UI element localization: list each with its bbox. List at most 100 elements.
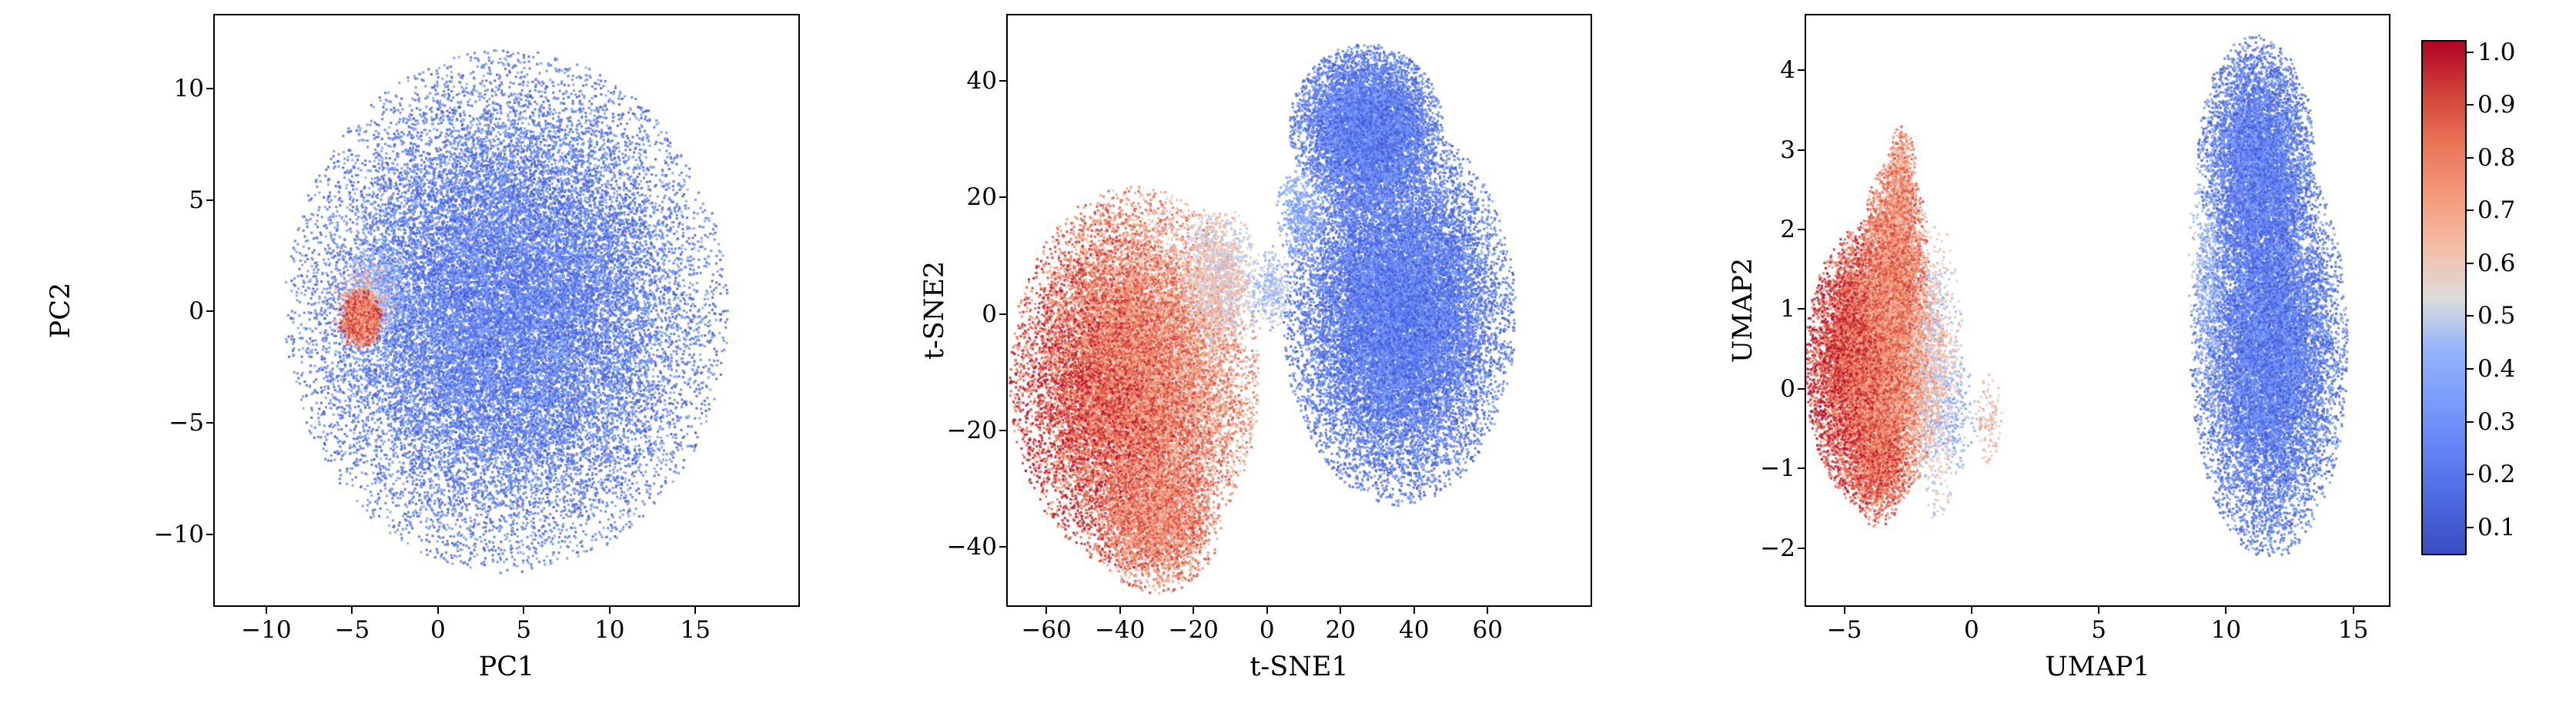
x-tick	[2352, 607, 2354, 614]
colorbar-tick-label: 0.6	[2477, 249, 2516, 277]
x-tick-label: 5	[516, 616, 532, 644]
pca-x-axis-label: PC1	[478, 652, 535, 682]
y-tick-label: 4	[1780, 56, 1795, 85]
y-tick-label: −5	[169, 408, 204, 437]
x-tick-label: 20	[1325, 616, 1356, 644]
y-tick-label: −20	[946, 416, 997, 444]
x-tick-label: 15	[680, 616, 711, 644]
colorbar-tick-label: 0.2	[2477, 461, 2516, 489]
x-tick	[1843, 607, 1845, 614]
y-tick	[1798, 308, 1805, 310]
x-tick-label: 10	[594, 616, 625, 644]
colorbar-tick	[2467, 315, 2474, 317]
colorbar-tick-label: 0.1	[2477, 513, 2516, 541]
y-tick	[206, 421, 213, 424]
colorbar-tick	[2467, 104, 2474, 106]
colorbar-gradient	[2423, 42, 2465, 554]
y-tick-label: −10	[153, 520, 204, 548]
y-tick	[1798, 547, 1805, 549]
y-tick	[206, 533, 213, 535]
y-tick	[206, 199, 213, 201]
x-tick	[1193, 607, 1195, 614]
x-tick-label: −5	[1826, 616, 1862, 644]
x-tick	[2098, 607, 2100, 614]
y-tick-label: 20	[966, 183, 997, 212]
y-tick	[1798, 229, 1805, 231]
y-tick-label: 10	[173, 75, 204, 103]
y-tick	[999, 546, 1006, 548]
y-tick-label: −40	[946, 533, 997, 561]
y-tick	[999, 196, 1006, 199]
y-tick	[1798, 69, 1805, 72]
y-tick	[206, 88, 213, 90]
x-tick-label: −10	[241, 616, 292, 644]
colorbar-tick	[2467, 262, 2474, 264]
colorbar-tick	[2467, 368, 2474, 370]
x-tick-label: 0	[430, 616, 446, 644]
x-tick-label: 5	[2091, 616, 2106, 644]
y-tick-label: 0	[1780, 374, 1795, 403]
x-tick	[351, 607, 353, 614]
x-tick	[265, 607, 267, 614]
umap-x-axis-label: UMAP1	[2045, 652, 2150, 682]
x-tick	[1413, 607, 1415, 614]
x-tick-label: 10	[2210, 616, 2242, 644]
colorbar-tick-label: 0.3	[2477, 407, 2516, 436]
x-tick-label: −5	[334, 616, 370, 644]
x-tick-label: 40	[1399, 616, 1430, 644]
x-tick-label: 15	[2337, 616, 2369, 644]
colorbar-tick	[2467, 209, 2474, 212]
x-tick	[1045, 607, 1048, 614]
tsne-scatter-canvas	[1008, 15, 1591, 605]
colorbar-tick-label: 0.5	[2477, 302, 2516, 330]
colorbar-tick-label: 0.8	[2477, 143, 2516, 172]
umap-plot: UMAP1 UMAP2 −5 0 5 10 15 −2 −1 0 1 2 3 4	[1728, 14, 2390, 682]
x-tick	[1970, 607, 1972, 614]
umap-scatter-canvas	[1806, 15, 2389, 605]
y-tick-label: 40	[966, 66, 997, 95]
y-tick-label: 0	[982, 300, 997, 328]
pca-scatter-canvas	[215, 15, 798, 605]
pca-plot: PC1 PC2 −10 −5 0 5 10 15 −10 −5 0 5 10	[45, 14, 800, 682]
y-tick-label: 1	[1780, 295, 1795, 323]
tsne-x-axis-label: t-SNE1	[1250, 652, 1349, 682]
colorbar-tick-label: 0.4	[2477, 355, 2516, 384]
y-tick-label: 0	[189, 297, 204, 326]
colorbar-tick	[2467, 526, 2474, 528]
x-tick	[2225, 607, 2227, 614]
y-tick	[1798, 387, 1805, 390]
colorbar: 1.0 0.9 0.8 0.7 0.6 0.5 0.4 0.3 0.2 0.1	[2421, 39, 2515, 555]
y-tick-label: 5	[189, 186, 204, 214]
x-tick-label: 60	[1472, 616, 1503, 644]
colorbar-tick-label: 1.0	[2477, 38, 2516, 66]
x-tick	[437, 607, 439, 614]
x-tick	[608, 607, 611, 614]
colorbar-tick	[2467, 420, 2474, 423]
colorbar-tick	[2467, 474, 2474, 476]
x-tick-label: −40	[1094, 616, 1146, 644]
colorbar-tick-label: 0.7	[2477, 196, 2516, 225]
colorbar-tick	[2467, 51, 2474, 53]
x-tick	[1119, 607, 1121, 614]
y-tick	[999, 313, 1006, 315]
x-tick	[1340, 607, 1342, 614]
x-tick-label: 0	[1259, 616, 1275, 644]
x-tick	[523, 607, 525, 614]
pca-y-axis-label: PC2	[45, 282, 76, 339]
x-tick	[1487, 607, 1489, 614]
y-tick-label: 3	[1780, 136, 1795, 164]
y-tick	[999, 429, 1006, 431]
x-tick	[1266, 607, 1268, 614]
y-tick	[1798, 467, 1805, 470]
x-tick-label: 0	[1963, 616, 1979, 644]
y-tick-label: −2	[1760, 534, 1795, 562]
colorbar-tick	[2467, 156, 2474, 159]
y-tick-label: −1	[1760, 454, 1795, 483]
y-tick	[999, 79, 1006, 82]
tsne-plot: t-SNE1 t-SNE2 −60 −40 −20 0 20 40 60 −40 −20 0 20 4…	[919, 14, 1592, 682]
x-tick	[694, 607, 697, 614]
y-tick	[206, 310, 213, 313]
y-tick	[1798, 149, 1805, 151]
x-tick-label: −20	[1168, 616, 1219, 644]
